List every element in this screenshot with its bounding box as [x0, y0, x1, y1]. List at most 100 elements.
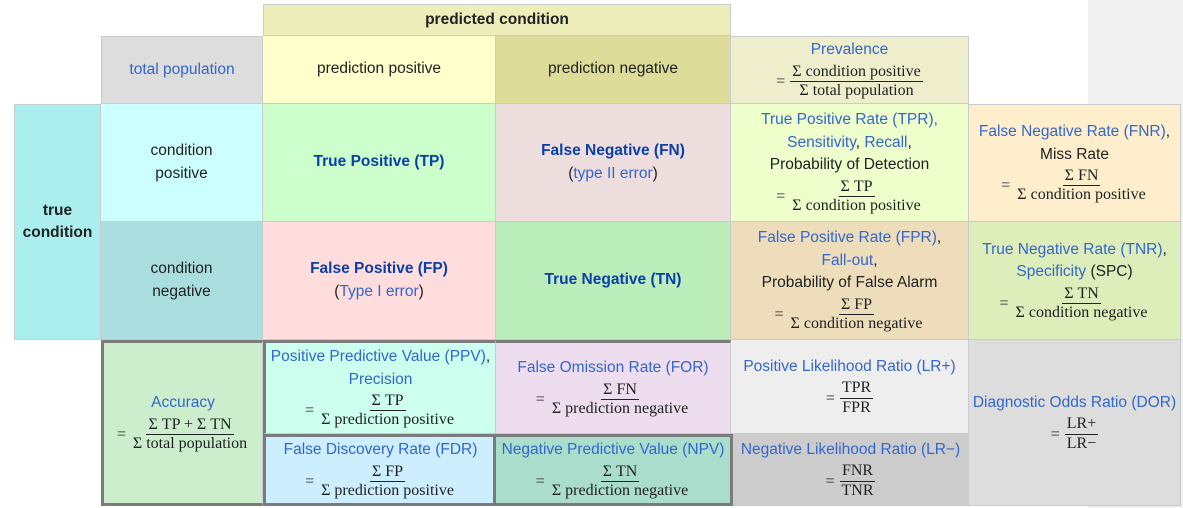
sensitivity-link[interactable]: Sensitivity [787, 133, 856, 151]
probability-of-detection-label: Probability of Detection [769, 156, 930, 174]
false-positive-link[interactable]: False Positive (FP) [310, 260, 448, 278]
fpr-link[interactable]: False Positive Rate (FPR) [757, 229, 937, 247]
ppv-cell: Positive Predictive Value (PPV), Precisi… [263, 340, 496, 434]
tpr-link[interactable]: True Positive Rate (TPR), [761, 111, 938, 129]
npv-cell: Negative Predictive Value (NPV) = Σ TN Σ… [493, 434, 733, 506]
for-link[interactable]: False Omission Rate (FOR) [517, 359, 709, 377]
tpr-denominator: Σ condition positive [792, 197, 921, 215]
lr-positive-cell: Positive Likelihood Ratio (LR+) = TPR FP… [731, 340, 969, 434]
lr-negative-cell: Negative Likelihood Ratio (LR−) = FNR TN… [733, 434, 969, 506]
false-negative-link[interactable]: False Negative (FN) [541, 142, 685, 160]
dor-formula: = LR+ LR− [1051, 415, 1099, 453]
condition-negative-label-1: condition [150, 260, 213, 278]
fdr-fraction: Σ FP Σ prediction positive [319, 463, 456, 501]
equals-sign: = [305, 473, 315, 491]
ppv-line-1: Positive Predictive Value (PPV), [271, 346, 490, 368]
tpr-formula: = Σ TP Σ condition positive [776, 178, 922, 216]
specificity-link[interactable]: Specificity [1016, 263, 1087, 281]
lr-positive-denominator: FPR [842, 398, 871, 416]
paren-open: ( [334, 282, 340, 300]
for-fraction: Σ FN Σ prediction negative [550, 381, 690, 419]
fnr-cell: False Negative Rate (FNR), Miss Rate = Σ… [969, 104, 1181, 222]
condition-positive-label-1: condition [150, 142, 213, 160]
paren-open: ( [568, 164, 574, 182]
npv-link[interactable]: Negative Predictive Value (NPV) [501, 441, 725, 459]
paren-close: ) [652, 164, 658, 182]
dor-denominator: LR− [1066, 434, 1097, 452]
fdr-denominator: Σ prediction positive [321, 482, 454, 500]
tpr-line-2: Sensitivity, Recall, [787, 132, 912, 154]
tnr-link[interactable]: True Negative Rate (TNR) [982, 240, 1163, 258]
lr-positive-numerator: TPR [839, 379, 874, 399]
equals-sign: = [776, 188, 786, 206]
recall-link[interactable]: Recall [864, 133, 908, 151]
fpr-numerator: Σ FP [838, 296, 875, 316]
separator: , [1165, 123, 1171, 141]
accuracy-denominator: Σ total population [132, 435, 248, 453]
npv-denominator: Σ prediction negative [551, 482, 689, 500]
prevalence-cell: Prevalence = Σ condition positive Σ tota… [731, 36, 969, 104]
tnr-denominator: Σ condition negative [1015, 303, 1148, 321]
true-condition-label-2: condition [22, 224, 93, 241]
for-numerator: Σ FN [601, 381, 639, 401]
equals-sign: = [1001, 177, 1011, 195]
predicted-condition-header: predicted condition [263, 4, 731, 36]
predicted-condition-label: predicted condition [425, 10, 569, 28]
npv-numerator: Σ TN [600, 463, 640, 483]
fnr-link[interactable]: False Negative Rate (FNR) [978, 123, 1166, 141]
true-negative-link[interactable]: True Negative (TN) [544, 271, 682, 289]
dor-numerator: LR+ [1064, 415, 1099, 435]
tnr-line-2: Specificity (SPC) [1016, 261, 1132, 283]
condition-negative-cell: condition negative [101, 222, 263, 340]
equals-sign: = [774, 306, 784, 324]
prediction-negative-cell: prediction negative [496, 36, 731, 104]
lr-negative-numerator: FNR [839, 462, 876, 482]
dor-cell: Diagnostic Odds Ratio (DOR) = LR+ LR− [969, 340, 1181, 506]
prevalence-link[interactable]: Prevalence [810, 41, 889, 59]
ppv-link[interactable]: Positive Predictive Value (PPV) [270, 348, 486, 366]
type-ii-error-note: (type II error) [568, 163, 658, 185]
tnr-fraction: Σ TN Σ condition negative [1014, 285, 1150, 323]
prevalence-denominator: Σ total population [799, 82, 914, 100]
equals-sign: = [535, 473, 545, 491]
condition-negative-label-2: negative [152, 282, 211, 300]
type-i-error-link[interactable]: Type I error [339, 282, 419, 300]
separator: , [1162, 240, 1167, 258]
tpr-fraction: Σ TP Σ condition positive [790, 178, 922, 216]
fpr-denominator: Σ condition negative [790, 315, 923, 333]
fnr-line-1: False Negative Rate (FNR), [979, 121, 1170, 143]
accuracy-fraction: Σ TP + Σ TN Σ total population [131, 416, 249, 454]
fall-out-link[interactable]: Fall-out [821, 251, 874, 269]
type-i-error-note: (Type I error) [334, 281, 424, 303]
lr-positive-link[interactable]: Positive Likelihood Ratio (LR+) [743, 357, 956, 375]
prediction-negative-label: prediction negative [547, 60, 679, 78]
separator: , [936, 229, 942, 247]
tpr-numerator: Σ TP [838, 178, 875, 198]
prevalence-fraction: Σ condition positive Σ total population [790, 63, 923, 101]
equals-sign: = [825, 389, 835, 407]
true-positive-link[interactable]: True Positive (TP) [313, 153, 445, 171]
lr-negative-formula: = FNR TNR [825, 462, 876, 500]
condition-positive-cell: condition positive [101, 104, 263, 222]
accuracy-cell: Accuracy = Σ TP + Σ TN Σ total populatio… [101, 340, 263, 506]
type-ii-error-link[interactable]: type II error [573, 164, 653, 182]
fdr-link[interactable]: False Discovery Rate (FDR) [283, 441, 478, 459]
lr-positive-formula: = TPR FPR [825, 379, 874, 417]
fpr-cell: False Positive Rate (FPR), Fall-out, Pro… [731, 222, 969, 340]
tnr-cell: True Negative Rate (TNR), Specificity (S… [969, 222, 1181, 340]
paren-close: ) [418, 282, 424, 300]
lr-negative-link[interactable]: Negative Likelihood Ratio (LR−) [740, 440, 961, 458]
equals-sign: = [116, 426, 126, 444]
precision-link[interactable]: Precision [348, 370, 413, 388]
true-condition-label-1: true [42, 201, 73, 219]
dor-link[interactable]: Diagnostic Odds Ratio (DOR) [972, 393, 1177, 411]
accuracy-link[interactable]: Accuracy [151, 394, 215, 412]
probability-of-false-alarm-label: Probability of False Alarm [761, 274, 938, 292]
prevalence-numerator: Σ condition positive [790, 63, 923, 83]
lr-negative-fraction: FNR TNR [839, 462, 876, 500]
prevalence-formula: = Σ condition positive Σ total populatio… [776, 63, 923, 101]
fdr-formula: = Σ FP Σ prediction positive [305, 463, 456, 501]
tpr-cell: True Positive Rate (TPR), Sensitivity, R… [731, 104, 969, 222]
fpr-line-2: Fall-out, [822, 250, 878, 272]
total-population-link[interactable]: total population [129, 60, 235, 78]
